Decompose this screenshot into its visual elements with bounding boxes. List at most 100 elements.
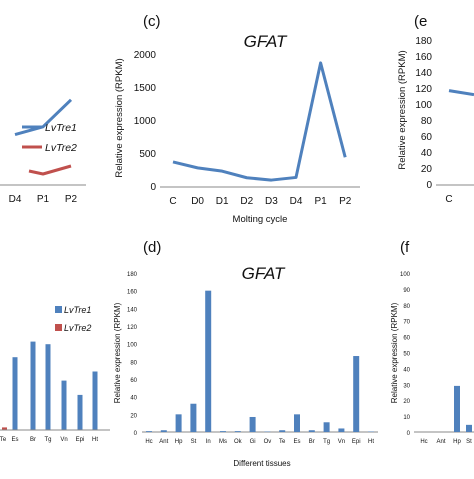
panel-c-xtick-c: C [169,196,176,207]
panel-d-xtick-gi: Gi [250,439,256,445]
panel-d-ytick-40: 40 [130,396,137,402]
panel-label-e: (e [414,13,427,30]
legend-label-lvtre1: LvTre1 [45,122,77,134]
panel-b-xtick-te: Te [0,437,7,443]
panel-e-xtick-c: C [445,194,452,205]
panel-e-ytick-120: 120 [415,84,432,95]
bar-st [466,425,472,432]
panel-e-y-axis-title: Relative expression (RPKM) [397,50,408,169]
panel-b-xtick-ht: Ht [92,437,98,443]
panel-a-lines [15,100,71,174]
legend-label-lvtre2-b: LvTre2 [64,323,91,333]
panel-d-ytick-0: 0 [134,431,138,437]
panel-f-bars [454,386,472,432]
panel-c-chart: (c) GFAT Relative expression (RPKM) 0500… [114,13,360,225]
bar-br [309,430,315,432]
panel-d-ytick-120: 120 [127,325,138,331]
panel-f-ytick-40: 40 [403,367,410,373]
panel-f-y-axis-title: Relative expression (RPKM) [390,302,399,403]
bar-es [294,414,300,432]
bar-vn [338,428,344,432]
panel-f-xtick-hc: Hc [420,439,427,445]
bar-hp [176,414,182,432]
panel-d-title: GFAT [242,264,286,283]
panel-d-ytick-60: 60 [130,378,137,384]
panel-d-xtick-in: In [206,439,211,445]
bar-hp [454,386,460,432]
panel-c-y-axis-title: Relative expression (RPKM) [114,58,125,177]
panel-d-xtick-es: Es [293,439,300,445]
panel-a-legend: LvTre1 LvTre2 [22,122,77,154]
panel-d-xtick-st: St [191,439,197,445]
panel-f-ytick-70: 70 [403,320,410,326]
panel-label-d: (d) [143,239,161,256]
panel-c-xtick-d2: D2 [240,196,253,207]
panel-e-partial-chart: (e Relative expression (RPKM) 0204060801… [397,13,474,205]
bar-ok [235,431,241,432]
legend-swatch-lvtre1 [55,306,62,313]
panel-c-ytick-0: 0 [150,182,156,193]
panel-d-xtick-ht: Ht [368,439,374,445]
panel-d-xtick-tg: Tg [323,439,330,445]
panel-e-ytick-160: 160 [415,52,432,63]
panel-f-ytick-80: 80 [403,304,410,310]
panel-b-legend: LvTre1 LvTre2 [55,305,91,333]
panel-b-xtick-es: Es [11,437,18,443]
bar-tg [324,422,330,432]
panel-c-x-axis-title: Molting cycle [233,214,288,225]
bar-lvtre1-ht [93,372,98,431]
panel-c-title: GFAT [244,32,288,51]
bar-lvtre1-es [13,357,18,430]
panel-c-xtick-p1: P1 [314,196,327,207]
panel-d-x-axis-title: Different tissues [233,459,290,468]
panel-e-ytick-140: 140 [415,68,432,79]
panel-d-xtick-te: Te [279,439,286,445]
panel-d-ytick-140: 140 [127,307,138,313]
panel-d-ytick-180: 180 [127,272,138,278]
legend-label-lvtre2: LvTre2 [45,142,77,154]
panel-b-xtick-tg: Tg [44,437,51,443]
panel-d-ytick-160: 160 [127,290,138,296]
panel-f-ytick-10: 10 [403,415,410,421]
panel-d-bars [146,291,374,432]
panel-c-ytick-1000: 1000 [134,116,157,127]
panel-label-c: (c) [143,13,161,30]
panel-f-ytick-0: 0 [407,431,411,437]
panel-d-xtick-hp: Hp [175,439,183,445]
bar-lvtre1-vn [62,381,67,430]
bar-st [190,404,196,432]
panel-d-xtick-epi: Epi [352,439,361,445]
panel-f-partial-chart: (f Relative expression (RPKM) 0102030405… [390,239,474,445]
panel-f-xtick-hp: Hp [453,439,461,445]
panel-d-xtick-ok: Ok [234,439,243,445]
panel-e-ytick-0: 0 [426,180,432,191]
panel-b-bars [2,342,98,430]
bar-lvtre1-tg [46,344,51,430]
panel-f-ytick-100: 100 [400,272,411,278]
panel-f-ytick-60: 60 [403,336,410,342]
panel-d-xtick-br: Br [309,439,315,445]
panel-c-xtick-d3: D3 [265,196,278,207]
panel-e-ytick-20: 20 [421,164,433,175]
bar-lvtre1-br [31,342,36,430]
panel-e-xticks: C [445,194,452,205]
panel-b-xtick-epi: Epi [76,437,85,443]
panel-d-y-axis-title: Relative expression (RPKM) [113,302,122,403]
panel-d-xtick-ms: Ms [219,439,227,445]
panel-e-ytick-60: 60 [421,132,433,143]
legend-label-lvtre1-b: LvTre1 [64,305,91,315]
panel-c-lines [173,63,345,180]
panel-f-xtick-ant: Ant [436,439,445,445]
panel-f-ytick-30: 30 [403,383,410,389]
bar-lvtre1-epi [78,395,83,430]
panel-c-xtick-d0: D0 [191,196,204,207]
